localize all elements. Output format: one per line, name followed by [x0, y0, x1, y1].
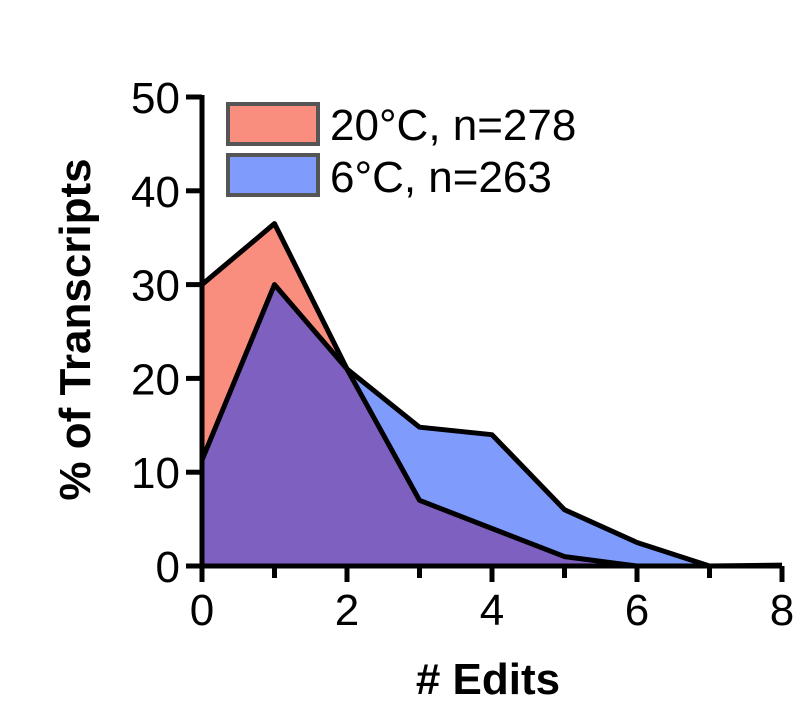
x-tick-label: 8 — [770, 586, 794, 635]
series-6c-line — [199, 282, 783, 569]
x-tick-label: 6 — [625, 586, 649, 635]
y-tick-label: 40 — [131, 168, 180, 217]
y-tick-label: 20 — [131, 355, 180, 404]
legend-swatch-6c — [226, 153, 320, 197]
y-axis-ticks: 0 10 20 30 40 50 — [131, 74, 202, 592]
y-tick-label: 0 — [156, 543, 180, 592]
legend-label-6c: 6°C, n=263 — [330, 153, 552, 202]
axes: 0 10 20 30 40 50 0 2 4 6 8 — [131, 74, 794, 635]
y-tick-label: 50 — [131, 74, 180, 123]
x-axis-title: # Edits — [416, 655, 560, 702]
y-axis-title: % of Transcripts — [51, 158, 100, 500]
y-tick-label: 30 — [131, 262, 180, 311]
x-tick-label: 4 — [480, 586, 504, 635]
legend-label-20c: 20°C, n=278 — [330, 101, 576, 150]
x-tick-label: 0 — [190, 586, 214, 635]
x-axis-ticks: 0 2 4 6 8 — [190, 566, 794, 635]
legend: 20°C, n=278 6°C, n=263 — [226, 101, 576, 202]
series-overlap-area — [202, 284, 782, 566]
y-tick-label: 10 — [131, 449, 180, 498]
x-tick-label: 2 — [335, 586, 359, 635]
legend-swatch-20c — [226, 102, 320, 146]
chart-areas — [199, 221, 783, 569]
